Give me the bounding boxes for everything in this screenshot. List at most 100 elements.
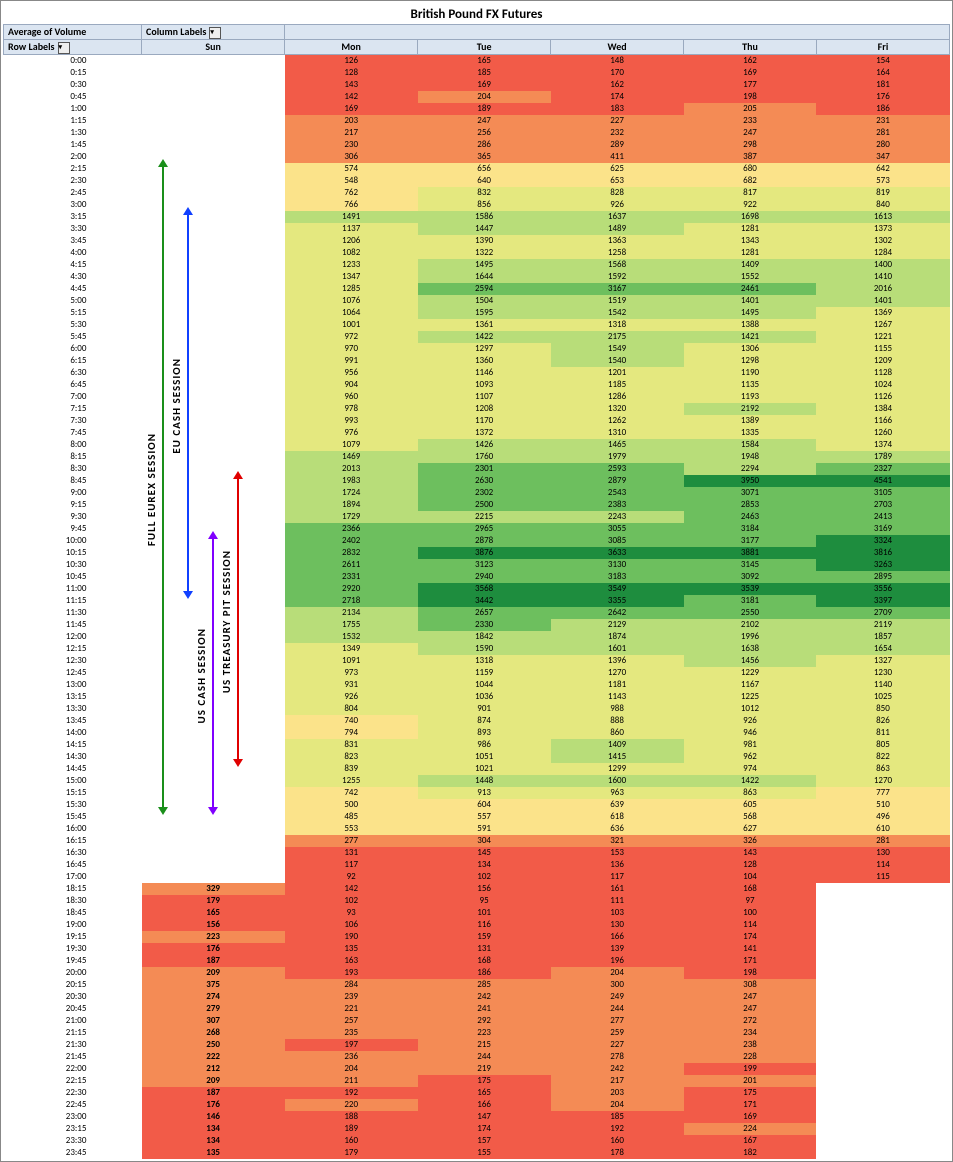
data-cell: 946	[684, 727, 817, 739]
data-cell: 2895	[816, 571, 949, 583]
data-cell: 1363	[551, 235, 684, 247]
data-cell: 1495	[684, 307, 817, 319]
column-labels-cell[interactable]: Column Labels▾	[142, 25, 285, 40]
data-cell: 3397	[816, 595, 949, 607]
data-cell: 204	[418, 91, 551, 103]
data-cell: 1298	[684, 355, 817, 367]
sun-data-cell: 146	[142, 1111, 285, 1123]
data-cell: 1225	[684, 691, 817, 703]
data-cell: 2878	[418, 535, 551, 547]
day-header-fri[interactable]: Fri	[816, 40, 949, 55]
gutter	[90, 79, 141, 91]
gutter	[90, 835, 141, 847]
day-header-mon[interactable]: Mon	[285, 40, 418, 55]
sun-data-cell: 307	[142, 1015, 285, 1027]
time-label: 3:15	[4, 211, 91, 223]
data-cell: 168	[418, 955, 551, 967]
data-cell: 164	[816, 67, 949, 79]
time-label: 9:00	[4, 487, 91, 499]
data-cell: 175	[684, 1087, 817, 1099]
data-cell: 819	[816, 187, 949, 199]
data-cell: 204	[551, 967, 684, 979]
data-cell: 1233	[285, 259, 418, 271]
data-cell: 1698	[684, 211, 817, 223]
data-cell: 922	[684, 199, 817, 211]
data-cell: 170	[551, 67, 684, 79]
data-cell: 221	[285, 1003, 418, 1015]
data-cell: 1322	[418, 247, 551, 259]
data-cell: 298	[684, 139, 817, 151]
data-cell: 1170	[418, 415, 551, 427]
dropdown-icon[interactable]: ▾	[209, 27, 221, 39]
time-label: 19:30	[4, 943, 91, 955]
sun-data-cell: 250	[142, 1039, 285, 1051]
data-cell: 2718	[285, 595, 418, 607]
gutter	[90, 487, 141, 499]
data-cell: 228	[684, 1051, 817, 1063]
data-cell: 553	[285, 823, 418, 835]
sun-data-cell: 187	[142, 1087, 285, 1099]
data-cell: 3085	[551, 535, 684, 547]
time-label: 2:30	[4, 175, 91, 187]
data-cell: 174	[684, 931, 817, 943]
data-cell: 901	[418, 703, 551, 715]
data-cell: 114	[816, 859, 949, 871]
gutter	[90, 1147, 141, 1159]
gutter	[90, 115, 141, 127]
data-cell: 574	[285, 163, 418, 175]
data-cell: 973	[285, 667, 418, 679]
day-header-sun[interactable]: Sun	[142, 40, 285, 55]
time-label: 21:00	[4, 1015, 91, 1027]
row-labels-cell[interactable]: Row Labels▾	[4, 40, 142, 55]
eucash-arrow-head-up-icon	[183, 207, 193, 215]
data-cell: 568	[684, 811, 817, 823]
gutter	[90, 319, 141, 331]
data-cell: 102	[418, 871, 551, 883]
data-cell: 1310	[551, 427, 684, 439]
data-cell: 115	[816, 871, 949, 883]
data-cell: 224	[684, 1123, 817, 1135]
data-cell: 2192	[684, 403, 817, 415]
day-header-thu[interactable]: Thu	[684, 40, 817, 55]
data-cell: 230	[285, 139, 418, 151]
gutter	[90, 415, 141, 427]
data-cell	[816, 919, 949, 931]
time-label: 5:45	[4, 331, 91, 343]
data-cell: 192	[285, 1087, 418, 1099]
data-cell: 220	[285, 1099, 418, 1111]
data-cell: 238	[684, 1039, 817, 1051]
time-label: 17:00	[4, 871, 91, 883]
gutter	[90, 355, 141, 367]
data-cell: 130	[816, 847, 949, 859]
data-cell: 1001	[285, 319, 418, 331]
day-header-tue[interactable]: Tue	[418, 40, 551, 55]
data-cell: 2331	[285, 571, 418, 583]
data-cell: 1857	[816, 631, 949, 643]
data-cell: 198	[684, 967, 817, 979]
data-cell: 2175	[551, 331, 684, 343]
data-cell: 169	[684, 1111, 817, 1123]
time-label: 23:15	[4, 1123, 91, 1135]
data-cell: 656	[418, 163, 551, 175]
data-cell: 1166	[816, 415, 949, 427]
data-cell: 259	[551, 1027, 684, 1039]
gutter	[90, 295, 141, 307]
gutter	[90, 847, 141, 859]
eucash-session-label: EU CASH SESSION	[171, 358, 183, 454]
data-cell: 1760	[418, 451, 551, 463]
data-cell: 794	[285, 727, 418, 739]
day-header-wed[interactable]: Wed	[551, 40, 684, 55]
ustreas-session-arrow	[237, 475, 239, 763]
data-cell: 1343	[684, 235, 817, 247]
gutter	[90, 631, 141, 643]
data-cell: 277	[285, 835, 418, 847]
data-cell: 256	[418, 127, 551, 139]
gutter	[90, 463, 141, 475]
dropdown-icon[interactable]: ▾	[58, 42, 70, 54]
gutter	[90, 859, 141, 871]
data-cell: 2413	[816, 511, 949, 523]
data-cell	[816, 1147, 949, 1159]
gutter	[90, 91, 141, 103]
data-cell	[816, 1099, 949, 1111]
data-cell: 3549	[551, 583, 684, 595]
